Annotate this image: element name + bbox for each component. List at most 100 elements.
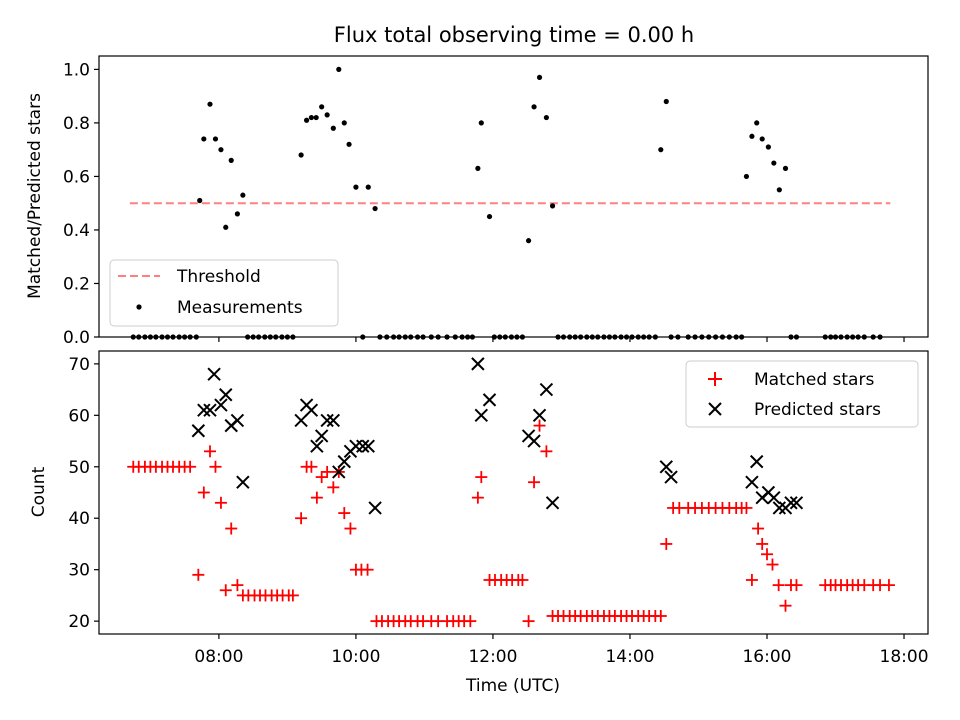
matched-star-point [660, 537, 673, 550]
predicted-star-point [203, 403, 217, 417]
measurement-point [478, 120, 484, 126]
bottom-x-ticks: 08:00 10:00 12:00 14:00 16:00 18:00 [194, 634, 929, 667]
y-tick-label: 0.8 [63, 114, 90, 134]
measurement-point [303, 117, 310, 123]
predicted-star-point [482, 393, 497, 407]
legend-measurements-label: Measurements [177, 298, 303, 318]
measurement-point [308, 114, 314, 121]
x-tick-label: 16:00 [742, 647, 791, 667]
predicted-star-point [326, 413, 341, 428]
predicted-star-point [214, 398, 228, 412]
y-tick-label: 0.6 [63, 167, 90, 187]
y-tick-label: 0.4 [63, 221, 90, 241]
measurement-point [341, 120, 347, 126]
predicted-star-point [789, 496, 804, 510]
x-tick-label: 12:00 [468, 647, 517, 667]
x-tick-label: 18:00 [880, 647, 929, 667]
measurement-point [201, 136, 207, 142]
y-tick-label: 0.2 [63, 274, 90, 294]
predicted-star-point [527, 434, 541, 448]
matched-star-point [305, 460, 318, 473]
bottom-panel: 20 30 40 50 60 70 08:00 10:00 12:00 14:00 16:00 18… [29, 350, 929, 696]
measurement-point [212, 136, 219, 142]
predicted-star-point [236, 475, 250, 489]
chart-title: Flux total observing time = 0.00 h [334, 23, 694, 47]
y-tick-label: 70 [68, 355, 90, 375]
bottom-legend: Matched stars Predicted stars [685, 360, 919, 428]
measurement-point [319, 104, 325, 110]
matched-star-point [315, 471, 328, 484]
measurement-point [754, 120, 760, 126]
predicted-star-point [314, 429, 329, 443]
predicted-star-point [767, 490, 781, 505]
predicted-star-point [332, 465, 346, 479]
predicted-star-point [659, 460, 673, 474]
measurement-point [759, 136, 765, 142]
predicted-star-point [784, 496, 798, 510]
y-tick-label: 0.0 [63, 328, 90, 348]
x-tick-label: 08:00 [194, 647, 243, 667]
measurement-point [324, 112, 330, 118]
matched-star-point [231, 579, 244, 592]
measurement-point [330, 125, 336, 131]
predicted-star-point [230, 413, 245, 428]
measurement-point [223, 224, 229, 230]
measurement-point [298, 152, 304, 158]
measurement-point [365, 184, 371, 190]
predicted-star-point [191, 424, 206, 438]
matched-star-point [756, 537, 769, 550]
measurement-point [475, 165, 481, 171]
measurement-point [663, 98, 669, 105]
predicted-star-point [772, 501, 787, 515]
measurement-point [353, 184, 359, 190]
top-legend: Threshold Measurements [109, 259, 339, 327]
measurement-point [234, 211, 240, 217]
measurement-point [743, 173, 750, 180]
y-tick-label: 20 [68, 612, 90, 632]
matched-star-point [654, 609, 667, 622]
predicted-star-point [471, 357, 485, 371]
bottom-axes-frame [98, 350, 929, 635]
matched-star-point [790, 579, 803, 592]
x-axis-label: Time (UTC) [465, 676, 560, 696]
matched-star-point [286, 589, 299, 602]
measurement-point [749, 133, 755, 139]
measurement-point [228, 157, 234, 163]
predicted-star-point [361, 439, 375, 453]
matched-star-point [540, 445, 553, 458]
matched-star-point [310, 491, 323, 504]
matched-star-point [209, 460, 222, 473]
matched-star-point [522, 615, 535, 628]
predicted-star-point [304, 403, 319, 417]
matched-star-point [338, 507, 351, 520]
matched-star-point [516, 573, 529, 586]
measurement-point [658, 147, 664, 153]
x-tick-label: 10:00 [331, 647, 380, 667]
predicted-star-point [368, 501, 382, 515]
measurement-point [240, 192, 246, 198]
predicted-star-point [356, 439, 370, 453]
predicted-star-point [474, 408, 489, 423]
measurement-point [531, 104, 537, 110]
measurement-point [372, 205, 378, 212]
measurement-point [313, 114, 319, 121]
y-tick-label: 60 [68, 406, 90, 426]
predicted-star-point [310, 439, 324, 453]
predicted-star-point [219, 388, 233, 402]
measurement-point [771, 160, 777, 166]
matched-star-point [475, 471, 488, 484]
bottom-y-axis-label: Count [29, 466, 49, 517]
top-axes-frame [98, 55, 929, 338]
matched-star-point [772, 579, 785, 592]
matched-star-point [321, 465, 334, 478]
measurement-point [776, 187, 782, 193]
matched-star-point [225, 522, 238, 535]
matched-star-point [882, 579, 895, 592]
matched-star-point [344, 522, 357, 535]
matched-star-point [219, 584, 232, 597]
legend-predicted-swatch [708, 402, 722, 416]
measurement-point [782, 165, 789, 171]
measurement-point [346, 141, 352, 147]
matched-star-point [740, 501, 753, 514]
